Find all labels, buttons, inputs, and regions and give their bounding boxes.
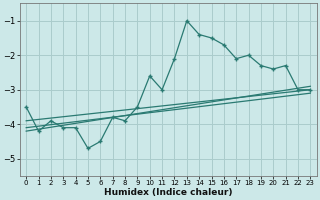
X-axis label: Humidex (Indice chaleur): Humidex (Indice chaleur)	[104, 188, 233, 197]
